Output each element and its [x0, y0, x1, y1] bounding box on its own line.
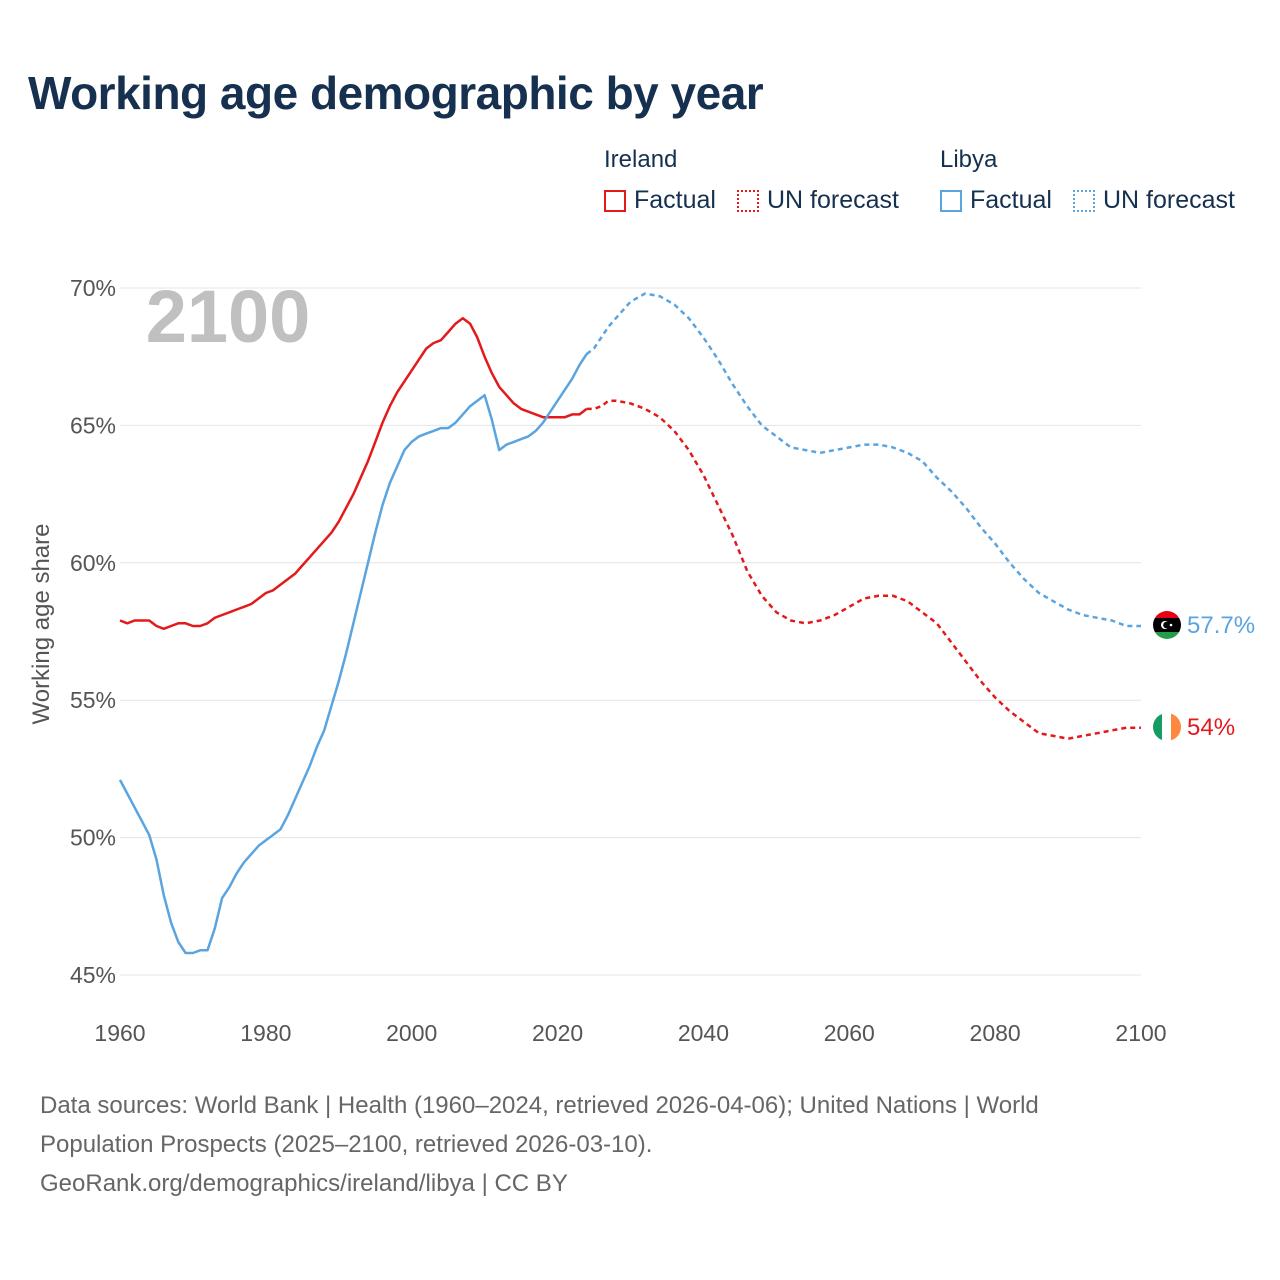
legend-swatch-dotted-icon	[1073, 189, 1095, 212]
x-tick-label: 2040	[678, 1020, 729, 1046]
legend-swatch-dotted-icon	[737, 189, 759, 212]
footer: Data sources: World Bank | Health (1960–…	[40, 1086, 1240, 1203]
y-axis-label: Working age share	[28, 523, 55, 725]
source-line-2: Population Prospects (2025–2100, retriev…	[40, 1131, 653, 1158]
chart-title: Working age demographic by year	[28, 67, 764, 119]
ireland-factual-line[interactable]	[119, 316, 588, 631]
x-tick-label: 2020	[532, 1020, 583, 1046]
y-tick-label: 50%	[70, 825, 116, 851]
ireland-flag	[1153, 713, 1181, 741]
year-overlay: 2100	[146, 275, 311, 358]
y-tick-label: 55%	[70, 687, 116, 713]
x-tick-label: 2060	[824, 1020, 875, 1046]
line-chart: 2100 45% 50% 55% 60% 65% 70% 1960 1980 2000 2020…	[70, 275, 1255, 1046]
y-tick-label: 65%	[70, 412, 116, 438]
legend-ireland-factual[interactable]: Factual	[604, 186, 716, 215]
x-tick-label: 1980	[240, 1020, 291, 1046]
source-line-1: Data sources: World Bank | Health (1960–…	[40, 1092, 1039, 1119]
legend-group-libya: Libya	[940, 146, 998, 173]
y-tick-label: 70%	[70, 275, 116, 301]
source-credit: GeoRank.org/demographics/ireland/libya |…	[40, 1170, 568, 1197]
legend-libya-forecast[interactable]: UN forecast	[1073, 186, 1235, 215]
x-tick-label: 2080	[970, 1020, 1021, 1046]
y-tick-label: 60%	[70, 550, 116, 576]
legend-libya-factual[interactable]: Factual	[940, 186, 1052, 215]
legend-ireland-forecast[interactable]: UN forecast	[737, 186, 899, 215]
x-tick-label: 1960	[94, 1020, 145, 1046]
libya-factual-line[interactable]	[118, 353, 588, 955]
ireland-forecast-line[interactable]	[586, 399, 1141, 740]
x-tick-label: 2100	[1115, 1020, 1166, 1046]
legend-label: UN forecast	[767, 186, 899, 214]
x-tick-label: 2000	[386, 1020, 437, 1046]
libya-flag	[1153, 611, 1181, 639]
legend-label: Factual	[634, 186, 716, 214]
libya-forecast-line[interactable]	[585, 292, 1141, 628]
legend-label: UN forecast	[1103, 186, 1235, 214]
legend-swatch-solid-icon	[604, 189, 626, 212]
legend-group-ireland: Ireland	[604, 146, 678, 173]
legend-label: Factual	[970, 186, 1052, 214]
y-tick-label: 45%	[70, 962, 116, 988]
ireland-end-label: 54%	[1187, 714, 1235, 741]
libya-end-label: 57.7%	[1187, 612, 1255, 639]
legend-swatch-solid-icon	[940, 189, 962, 212]
